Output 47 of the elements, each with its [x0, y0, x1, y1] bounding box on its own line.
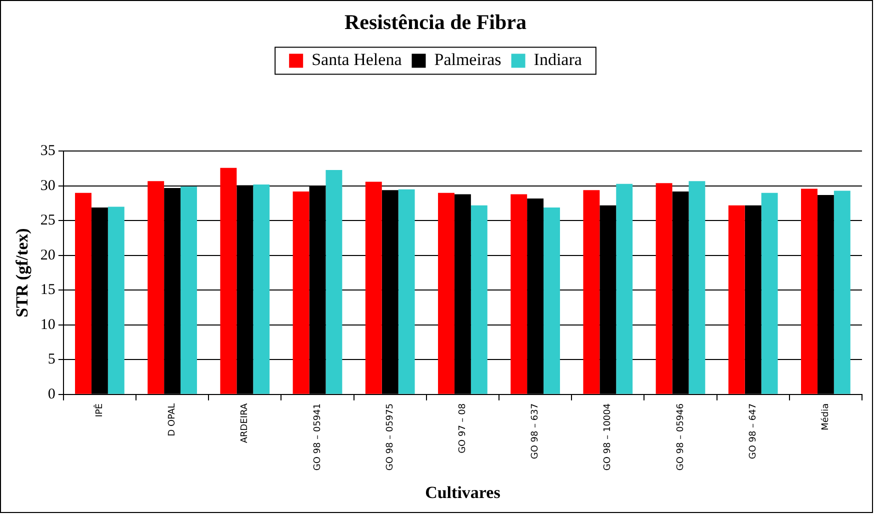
x-tick-label: GO 98 – 05975: [385, 403, 396, 471]
bar: [365, 182, 382, 394]
x-tick-label: GO 98 – 05946: [676, 403, 686, 471]
chart-title: Resistência de Fibra: [344, 10, 527, 34]
y-tick-label: 30: [40, 178, 56, 194]
legend-label: Santa Helena: [312, 50, 402, 70]
bar: [253, 184, 270, 394]
bar: [728, 205, 745, 394]
y-tick-label: 15: [40, 282, 56, 298]
bar: [292, 192, 310, 394]
x-tick-label: IPÊ: [93, 403, 106, 418]
bar: [75, 192, 92, 394]
bar: [470, 205, 488, 394]
bar: [108, 206, 124, 394]
x-tick-label: Média: [820, 403, 832, 430]
x-tick-label: GO 98 – 05941: [312, 403, 323, 471]
y-tick-label: 25: [40, 212, 56, 229]
bar: [834, 190, 850, 394]
legend-label: Indiara: [534, 50, 582, 70]
y-tick-label: 0: [48, 386, 56, 402]
y-axis-title: STR (gf/tex): [12, 228, 32, 318]
bar: [656, 183, 672, 394]
bar: [398, 189, 415, 394]
bar: [688, 181, 706, 394]
x-tick-label: GO 97 – 08: [458, 403, 468, 454]
bar: [438, 192, 454, 394]
bar: [510, 194, 528, 394]
x-tick-label: GO 98 – 10004: [603, 403, 614, 471]
y-tick-label: 5: [48, 352, 56, 368]
bar: [544, 207, 560, 394]
bar: [326, 170, 342, 394]
bar: [148, 181, 164, 394]
x-tick-label: D OPAL: [168, 403, 178, 436]
y-tick-label: 10: [40, 316, 56, 333]
x-tick-label: GO 98 – 637: [530, 403, 541, 460]
bar: [801, 188, 818, 394]
bar: [761, 192, 778, 394]
y-tick-label: 20: [40, 247, 56, 264]
y-tick-label: 35: [40, 143, 56, 160]
bar: [220, 168, 237, 394]
x-tick-label: ARDEIRA: [240, 402, 250, 444]
x-tick-label: GO 98 – 647: [748, 403, 758, 460]
x-axis-title: Cultivares: [425, 483, 501, 502]
bar: [583, 190, 600, 394]
legend-label: Palmeiras: [434, 50, 502, 70]
bar: [180, 186, 197, 394]
bar: [616, 184, 633, 394]
